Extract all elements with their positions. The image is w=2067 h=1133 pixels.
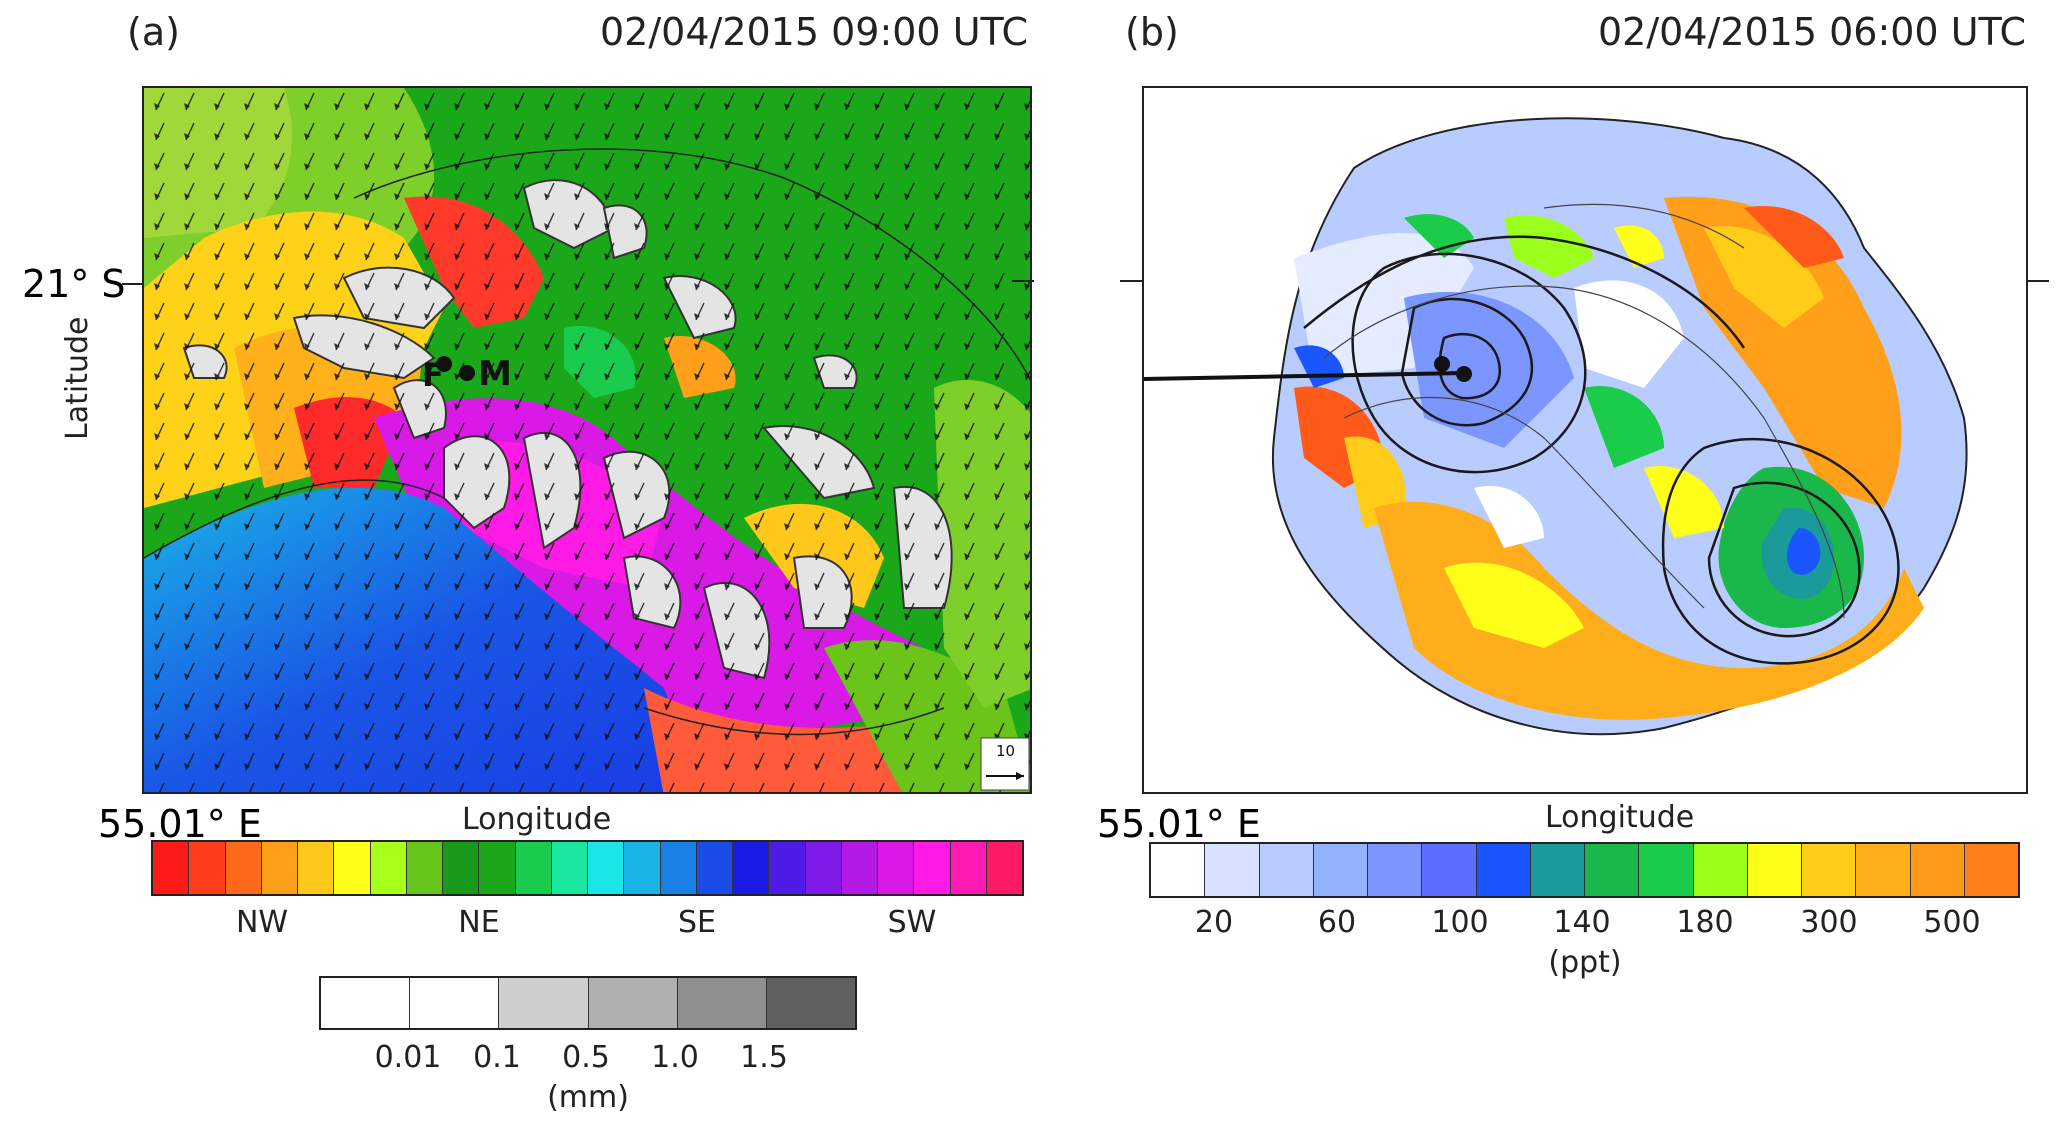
wind-colorbar-swatch [841, 842, 878, 894]
panel-b-lat-tick-right [2027, 280, 2049, 282]
panel-a-timestamp: 02/04/2015 09:00 UTC [600, 10, 1029, 54]
wind-colorbar-swatch [950, 842, 987, 894]
ppt-colorbar-swatch [1856, 844, 1911, 896]
panel-a-latitude-label: 21° S [22, 262, 126, 306]
ppt-colorbar-label-1: 60 [1317, 905, 1357, 940]
wind-colorbar-swatch [443, 842, 480, 894]
salinity-map [1142, 86, 2028, 794]
rain-colorbar-label-4: 1.5 [740, 1040, 788, 1075]
wind-colorbar-swatch [551, 842, 588, 894]
panel-a-ylabel: Latitude [60, 316, 95, 440]
transect-line [1144, 371, 1465, 381]
rain-colorbar-swatch [766, 978, 856, 1028]
ppt-colorbar-swatch [1639, 844, 1694, 896]
ppt-colorbar-swatch [1964, 844, 2018, 896]
ppt-colorbar-swatch [1693, 844, 1748, 896]
wind-direction-colorbar [151, 840, 1024, 896]
station-f-marker [436, 356, 452, 372]
ppt-colorbar-label-4: 180 [1676, 905, 1734, 940]
ppt-colorbar-unit: (ppt) [1548, 945, 1622, 980]
ppt-colorbar-swatch [1530, 844, 1585, 896]
ppt-colorbar-swatch [1205, 844, 1260, 896]
wind-colorbar-swatch [769, 842, 806, 894]
ppt-colorbar-swatch [1910, 844, 1965, 896]
salinity-colorbar [1149, 842, 2020, 898]
wind-colorbar-swatch [588, 842, 625, 894]
wind-map: F M 10 [142, 86, 1032, 794]
wind-colorbar-label-nw: NW [235, 905, 289, 940]
panel-a-longitude-label: 55.01° E [98, 802, 262, 846]
rain-colorbar-label-1: 0.1 [473, 1040, 521, 1075]
ppt-colorbar-label-6: 500 [1923, 905, 1981, 940]
wind-colorbar-swatch [986, 842, 1022, 894]
wind-colorbar-label-sw: SW [887, 905, 937, 940]
ppt-colorbar-label-3: 140 [1553, 905, 1611, 940]
rain-colorbar-swatch [588, 978, 678, 1028]
ppt-colorbar-swatch [1476, 844, 1531, 896]
panel-b-timestamp: 02/04/2015 06:00 UTC [1598, 10, 2027, 54]
wind-colorbar-swatch [660, 842, 697, 894]
wind-colorbar-swatch [914, 842, 951, 894]
wind-colorbar-swatch [153, 842, 190, 894]
rain-colorbar-swatch [499, 978, 589, 1028]
wind-colorbar-swatch [225, 842, 262, 894]
wind-colorbar-swatch [370, 842, 407, 894]
transect-point-f [1434, 356, 1450, 372]
wind-colorbar-swatch [298, 842, 335, 894]
wind-colorbar-swatch [189, 842, 226, 894]
ppt-colorbar-swatch [1422, 844, 1477, 896]
panel-b-label: (b) [1125, 10, 1179, 54]
transect-point-m [1456, 366, 1472, 382]
panel-a-lat-tick [122, 283, 142, 285]
panel-a-xlabel: Longitude [462, 802, 612, 837]
ppt-colorbar-swatch [1585, 844, 1640, 896]
wind-reference-value: 10 [996, 742, 1016, 760]
rain-colorbar-swatch [321, 978, 411, 1028]
station-f-label: F [422, 356, 444, 394]
rain-colorbar-label-3: 1.0 [651, 1040, 699, 1075]
wind-colorbar-swatch [515, 842, 552, 894]
rain-colorbar-swatch [410, 978, 500, 1028]
ppt-colorbar-label-5: 300 [1800, 905, 1858, 940]
rain-colorbar-swatch [677, 978, 767, 1028]
ppt-colorbar-swatch [1313, 844, 1368, 896]
wind-colorbar-swatch [878, 842, 915, 894]
rain-colorbar [319, 976, 857, 1030]
panel-b-lat-tick-left [1120, 280, 1142, 282]
wind-colorbar-swatch [334, 842, 371, 894]
rain-colorbar-unit: (mm) [547, 1080, 629, 1115]
wind-colorbar-swatch [733, 842, 770, 894]
rain-colorbar-label-2: 0.5 [562, 1040, 610, 1075]
ppt-colorbar-swatch [1802, 844, 1857, 896]
ppt-colorbar-label-2: 100 [1431, 905, 1489, 940]
ppt-colorbar-label-0: 20 [1194, 905, 1234, 940]
wind-colorbar-swatch [805, 842, 842, 894]
panel-b-longitude-label: 55.01° E [1097, 802, 1261, 846]
wind-map-field [144, 88, 1030, 792]
salinity-map-field [1144, 117, 1968, 736]
wind-colorbar-label-ne: NE [458, 905, 500, 940]
wind-colorbar-swatch [624, 842, 661, 894]
ppt-colorbar-swatch [1747, 844, 1802, 896]
rain-colorbar-label-0: 0.01 [374, 1040, 442, 1075]
station-m-label: M [478, 354, 512, 394]
wind-colorbar-swatch [406, 842, 443, 894]
panel-b-xlabel: Longitude [1545, 800, 1695, 835]
wind-colorbar-label-se: SE [678, 905, 716, 940]
panel-a-lat-tick-right [1012, 280, 1034, 282]
panel-a-label: (a) [127, 10, 180, 54]
wind-colorbar-swatch [696, 842, 733, 894]
ppt-colorbar-swatch [1368, 844, 1423, 896]
ppt-colorbar-swatch [1151, 844, 1206, 896]
ppt-colorbar-swatch [1259, 844, 1314, 896]
wind-colorbar-swatch [261, 842, 298, 894]
station-m-marker [459, 365, 475, 381]
wind-colorbar-swatch [479, 842, 516, 894]
